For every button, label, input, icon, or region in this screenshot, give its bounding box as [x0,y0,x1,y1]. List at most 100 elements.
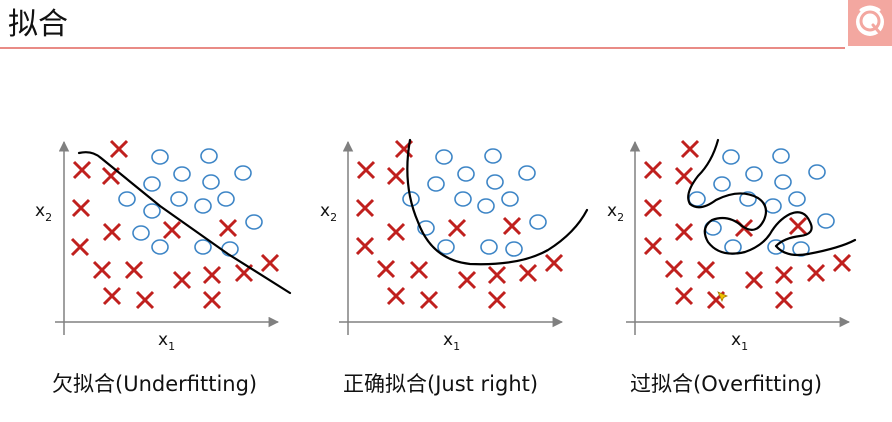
cross-marker [260,253,280,273]
circle-marker [772,148,790,164]
cross-marker [172,270,192,290]
cross-marker [457,270,477,290]
circle-marker [722,149,740,165]
decision-boundary [687,138,857,257]
circle-marker [151,149,169,165]
cross-marker [643,236,663,256]
circle-marker [486,174,504,190]
circle-marker [529,214,547,230]
cross-marker [680,139,700,159]
cross-marker [71,198,91,218]
cross-marker [202,290,222,310]
circle-marker [234,165,252,181]
circle-marker [437,239,455,255]
cross-marker [386,166,406,186]
class-crosses [70,139,280,310]
cross-marker [102,222,122,242]
cross-marker [218,218,238,238]
cross-marker [643,160,663,180]
cross-marker [744,270,764,290]
cross-marker [356,160,376,180]
cross-marker [72,160,92,180]
cross-marker [70,237,90,257]
class-circles [118,148,263,257]
circle-marker [417,220,435,236]
circle-marker [808,164,826,180]
circle-marker [505,241,523,257]
cross-marker [518,263,538,283]
circle-marker [151,239,169,255]
circle-marker [200,148,218,164]
circle-marker [788,191,806,207]
x-axis-label: x1 [158,330,175,353]
circle-marker [217,191,235,207]
cross-marker [696,260,716,280]
y-axis-label: x2 [320,201,337,224]
circle-marker [774,174,792,190]
circle-marker [194,198,212,214]
circle-marker [402,191,420,207]
cross-marker [102,286,122,306]
circle-marker [767,239,785,255]
cursor-icon [717,291,728,302]
class-crosses [643,139,852,310]
circle-marker [739,191,757,207]
cross-marker [409,260,429,280]
circle-marker [202,174,220,190]
panel-just-right: x1 x2 [320,138,589,353]
circle-marker [480,239,498,255]
cross-marker [544,253,564,273]
circle-marker [518,165,536,181]
circle-marker [221,241,239,257]
cross-marker [487,265,507,285]
circle-marker [170,191,188,207]
panel-underfitting: x1 x2 [35,139,292,353]
caption-overfitting: 过拟合(Overfitting) [630,372,823,396]
circle-marker [501,191,519,207]
decision-boundary [77,151,292,295]
panel-overfitting: x1 x2 [607,138,857,353]
logo-icon [848,0,892,46]
circle-marker [435,149,453,165]
cross-marker [664,259,684,279]
cross-marker [806,263,826,283]
slide-title: 拟合 [8,7,68,42]
circle-marker [118,191,136,207]
cross-marker [674,166,694,186]
cross-marker [135,290,155,310]
circle-marker [173,166,191,182]
cross-marker [386,222,406,242]
circle-marker [454,191,472,207]
x-axis-label: x1 [443,330,460,353]
cross-marker [355,198,375,218]
class-circles [402,148,547,257]
cross-marker [447,218,467,238]
cross-marker [419,290,439,310]
x-axis-label: x1 [731,330,748,353]
cross-marker [202,265,222,285]
cross-marker [124,260,144,280]
caption-underfitting: 欠拟合(Underfitting) [52,372,258,396]
cross-marker [355,236,375,256]
cross-marker [643,198,663,218]
cross-marker [386,286,406,306]
slide-header: 拟合 [0,0,892,50]
circle-marker [132,225,150,241]
circle-marker [713,176,731,192]
circle-marker [143,176,161,192]
circle-marker [245,214,263,230]
decision-boundary [406,138,589,266]
circle-marker [194,239,212,255]
circle-marker [745,166,763,182]
cross-marker [92,260,112,280]
cross-marker [162,220,182,240]
y-axis-label: x2 [607,201,624,224]
circle-marker [792,241,810,257]
circle-marker [817,213,835,229]
cross-marker [487,290,507,310]
circle-marker [484,148,502,164]
cross-marker [788,216,808,236]
circle-marker [724,239,742,255]
y-axis-label: x2 [35,201,52,224]
